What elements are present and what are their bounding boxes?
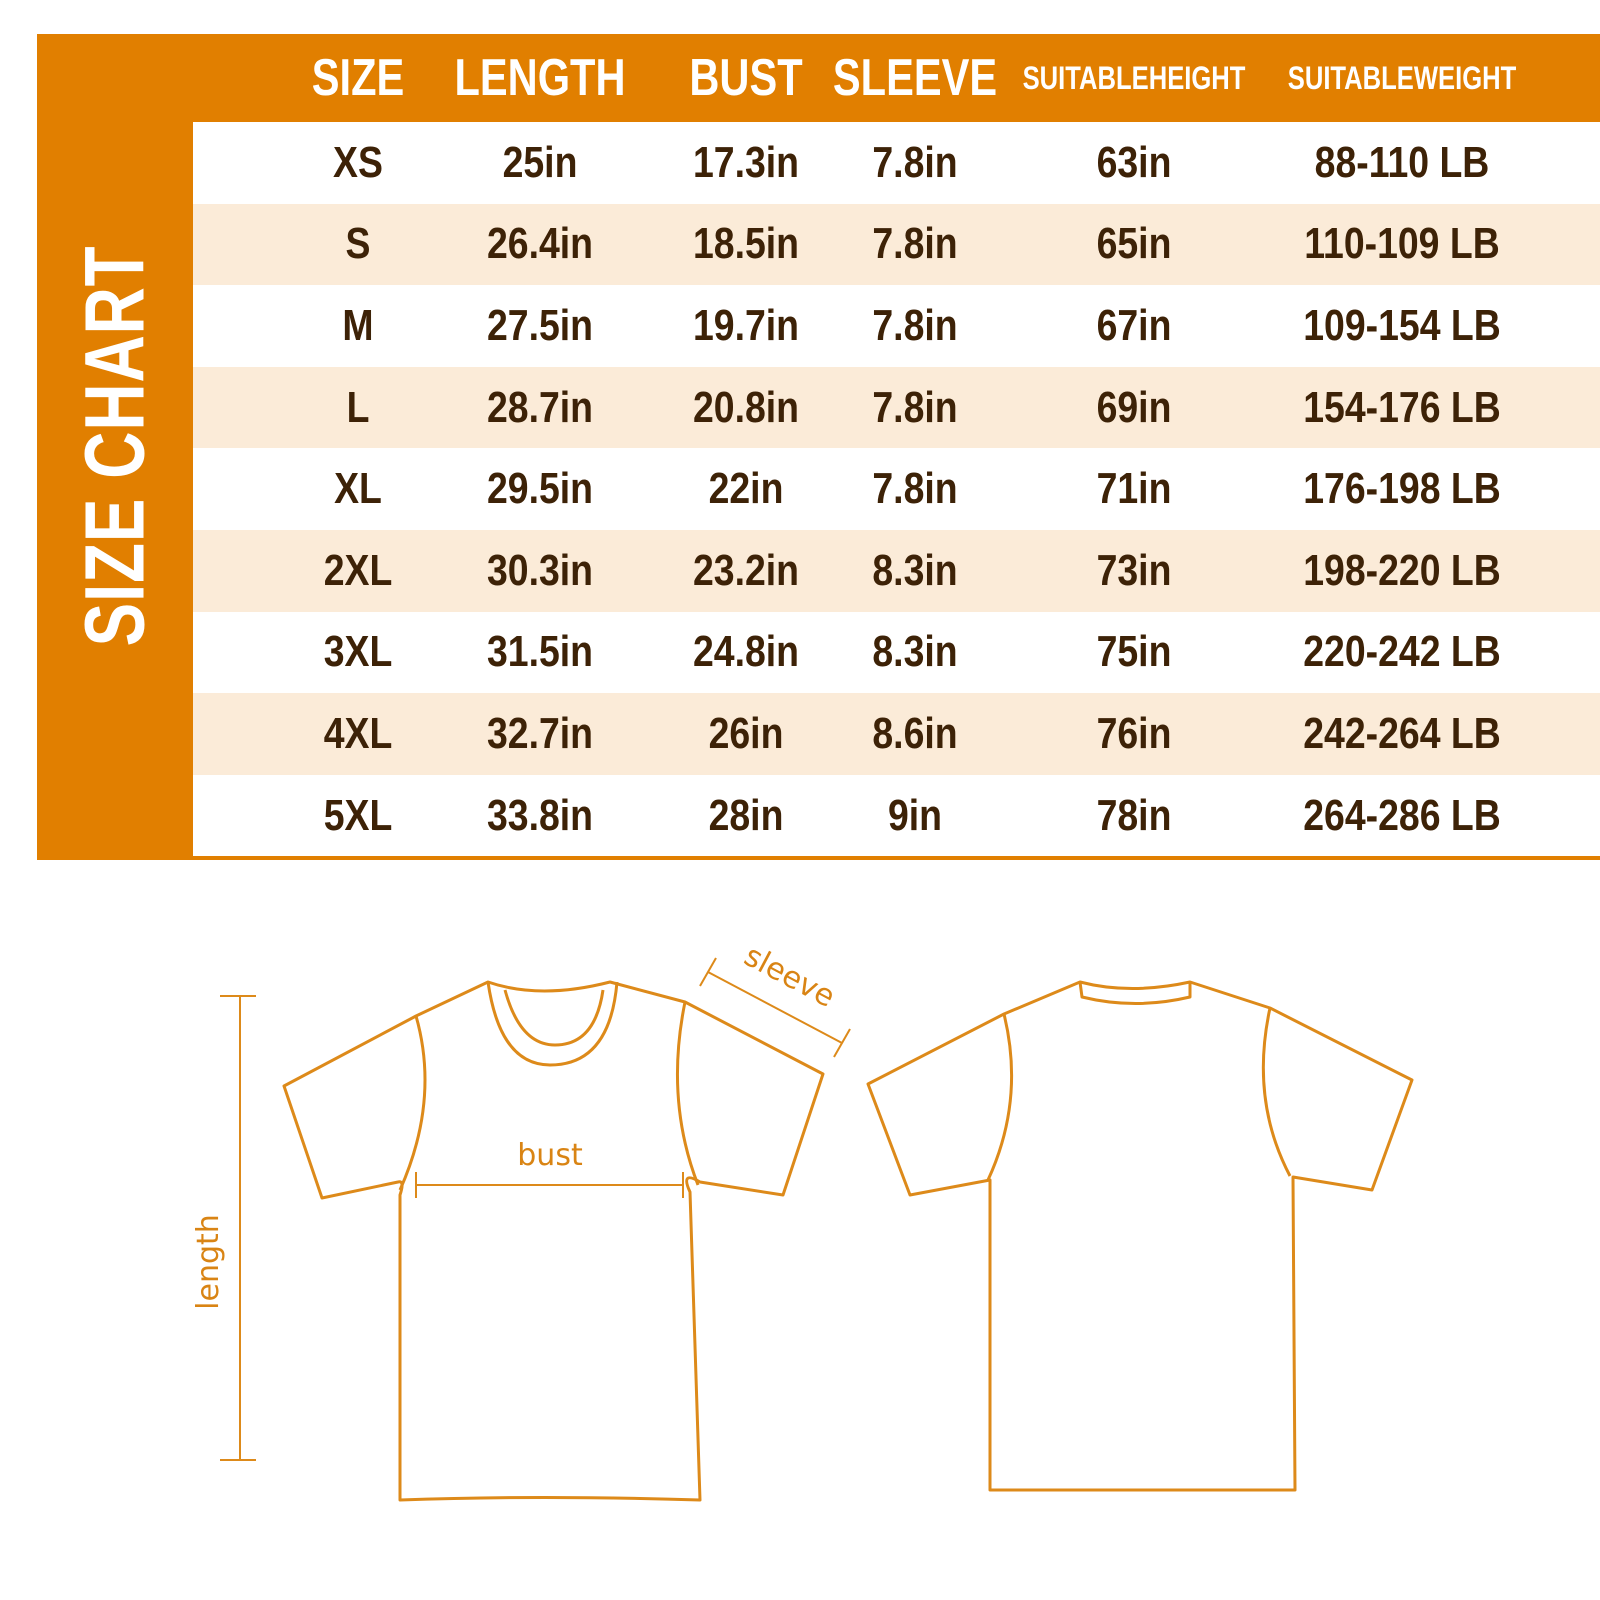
table-cell: XS <box>333 137 383 187</box>
column-header-line: WEIGHT <box>1413 60 1517 96</box>
table-cell: M <box>342 300 374 350</box>
table-cell: 27.5in <box>486 300 594 350</box>
table-cell: 26.4in <box>486 219 594 269</box>
table-cell: 7.8in <box>872 382 958 432</box>
column-header-line: SIZE <box>311 49 405 107</box>
size-chart-table: SIZE CHART SIZE LENGTH BUST SLEEVE SUITABLE H… <box>37 34 1600 860</box>
length-label: length <box>191 1214 226 1310</box>
table-cell: 75in <box>1096 627 1172 677</box>
tshirt-diagram: length bust sleeve <box>191 938 1414 1502</box>
table-cell: 154-176 LB <box>1303 382 1501 432</box>
table-cell: XL <box>334 464 382 514</box>
table-cell: 20.8in <box>692 382 800 432</box>
table-row: 2XL 30.3in 23.2in 8.3in 73in 198-220 LB <box>193 530 1600 612</box>
table-cell: 110-109 LB <box>1304 219 1500 269</box>
table-cell: 73in <box>1096 545 1172 595</box>
table-cell: L <box>346 382 370 432</box>
column-header-line: HEIGHT <box>1148 60 1246 96</box>
column-header-line: BUST <box>689 49 803 107</box>
sleeve-label: sleeve <box>738 938 840 1014</box>
table-cell: 78in <box>1096 790 1172 840</box>
side-title-panel: SIZE CHART <box>37 34 193 860</box>
table-cell: S <box>345 219 371 269</box>
column-header: SUITABLE WEIGHT <box>1282 34 1522 122</box>
bust-label: bust <box>517 1138 583 1173</box>
table-cell: 88-110 LB <box>1314 137 1490 187</box>
back-tshirt-outline <box>866 980 1414 1492</box>
table-cell: 7.8in <box>872 219 958 269</box>
table-cell: 29.5in <box>486 464 594 514</box>
table-cell: 25in <box>502 137 578 187</box>
table-body: XS 25in 17.3in 7.8in 63in 88-110 LB S 26.4in 18.… <box>193 122 1600 857</box>
column-header: BUST <box>666 34 826 122</box>
table-cell: 7.8in <box>872 300 958 350</box>
table-cell: 30.3in <box>486 545 594 595</box>
column-header: SUITABLE HEIGHT <box>1023 34 1246 122</box>
column-header-line: SUITABLE <box>1287 60 1414 96</box>
table-cell: 4XL <box>323 708 393 758</box>
table-row: 4XL 32.7in 26in 8.6in 76in 242-264 LB <box>193 693 1600 775</box>
table-cell: 33.8in <box>486 790 594 840</box>
table-cell: 18.5in <box>692 219 800 269</box>
table-cell: 71in <box>1096 464 1172 514</box>
table-cell: 22in <box>708 464 784 514</box>
table-cell: 65in <box>1096 219 1172 269</box>
column-header-line: SUITABLE <box>1022 60 1149 96</box>
column-header-line: LENGTH <box>454 49 626 107</box>
table-cell: 8.3in <box>872 627 958 677</box>
table-row: M 27.5in 19.7in 7.8in 67in 109-154 LB <box>193 285 1600 367</box>
table-cell: 198-220 LB <box>1303 545 1501 595</box>
table-cell: 26in <box>708 708 784 758</box>
table-cell: 17.3in <box>692 137 800 187</box>
table-cell: 176-198 LB <box>1303 464 1501 514</box>
table-row: S 26.4in 18.5in 7.8in 65in 110-109 LB <box>193 203 1600 286</box>
table-cell: 67in <box>1096 300 1172 350</box>
table-cell: 31.5in <box>486 627 594 677</box>
column-header: SLEEVE <box>833 34 997 122</box>
table-row: 3XL 31.5in 24.8in 8.3in 75in 220-242 LB <box>193 611 1600 694</box>
table-cell: 8.3in <box>872 545 958 595</box>
table-cell: 24.8in <box>692 627 800 677</box>
measure-lines <box>220 957 851 1461</box>
front-tshirt-outline <box>282 980 825 1502</box>
table-header: SIZE LENGTH BUST SLEEVE SUITABLE HEIGHT SUITAB… <box>193 34 1600 122</box>
table-cell: 28.7in <box>486 382 594 432</box>
table-cell: 242-264 LB <box>1303 708 1501 758</box>
table-cell: 8.6in <box>872 708 958 758</box>
table-cell: 7.8in <box>872 464 958 514</box>
column-header: LENGTH <box>455 34 626 122</box>
table-cell: 32.7in <box>486 708 594 758</box>
table-cell: 69in <box>1096 382 1172 432</box>
table-cell: 7.8in <box>872 137 958 187</box>
table-row: XL 29.5in 22in 7.8in 71in 176-198 LB <box>193 448 1600 530</box>
table-row: 5XL 33.8in 28in 9in 78in 264-286 LB <box>193 774 1600 857</box>
table-cell: 2XL <box>323 545 393 595</box>
table-cell: 28in <box>708 790 784 840</box>
table-cell: 19.7in <box>692 300 800 350</box>
table-cell: 63in <box>1096 137 1172 187</box>
column-header: SIZE <box>294 34 422 122</box>
table-cell: 76in <box>1096 708 1172 758</box>
table-cell: 220-242 LB <box>1303 627 1501 677</box>
table-cell: 5XL <box>323 790 393 840</box>
table-cell: 264-286 LB <box>1303 790 1501 840</box>
table-cell: 3XL <box>323 627 393 677</box>
column-header-line: SLEEVE <box>832 49 998 107</box>
table-cell: 109-154 LB <box>1303 300 1501 350</box>
table-row: L 28.7in 20.8in 7.8in 69in 154-176 LB <box>193 366 1600 449</box>
size-chart-title: SIZE CHART <box>67 245 162 647</box>
table-row: XS 25in 17.3in 7.8in 63in 88-110 LB <box>193 122 1600 204</box>
table-cell: 23.2in <box>692 545 800 595</box>
table-cell: 9in <box>887 790 943 840</box>
